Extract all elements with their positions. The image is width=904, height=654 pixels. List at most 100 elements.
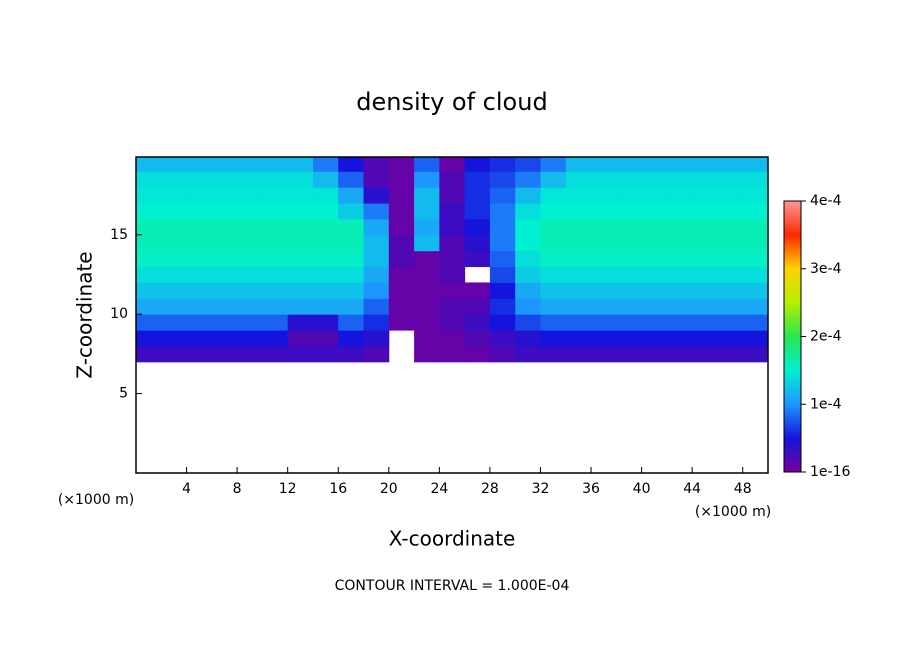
x-tick-label: 44 — [683, 481, 701, 497]
cell — [565, 234, 592, 252]
cell — [489, 298, 516, 315]
cell — [464, 298, 491, 315]
cell — [565, 171, 592, 188]
cell — [439, 218, 466, 236]
cell — [692, 187, 718, 204]
cell — [565, 282, 592, 299]
cell — [666, 234, 693, 252]
x-tick-label: 40 — [633, 481, 651, 497]
cell — [388, 266, 415, 283]
cell — [641, 345, 668, 363]
cell — [262, 171, 289, 188]
cell — [161, 330, 188, 347]
cell — [540, 157, 567, 172]
cell — [287, 298, 314, 315]
y-tick-label: 15 — [110, 227, 128, 243]
cell — [363, 218, 390, 236]
cell — [363, 187, 390, 204]
cell — [742, 266, 768, 283]
cell — [515, 298, 541, 315]
cell — [287, 266, 314, 283]
cell — [641, 250, 668, 268]
cell — [312, 298, 339, 315]
cell — [717, 171, 744, 188]
cell — [262, 250, 289, 268]
cell — [388, 187, 415, 204]
cell — [363, 250, 390, 268]
cell — [641, 218, 668, 236]
cell — [742, 345, 768, 363]
cell — [666, 266, 693, 283]
cell — [312, 314, 339, 331]
cell — [742, 218, 768, 236]
cell — [186, 218, 213, 236]
cell — [540, 314, 567, 331]
cell — [515, 171, 541, 188]
cell — [262, 330, 289, 347]
cell — [439, 282, 466, 299]
cell — [515, 282, 541, 299]
cell — [641, 266, 668, 283]
y-axis-label: Z-coordinate — [73, 251, 97, 378]
cell — [742, 157, 768, 172]
cell — [237, 187, 263, 204]
cell — [565, 250, 592, 268]
cell — [692, 345, 718, 363]
cell — [338, 203, 365, 220]
cell — [414, 282, 440, 299]
cell — [287, 282, 314, 299]
cell — [161, 282, 188, 299]
cell — [515, 203, 541, 220]
cell — [692, 266, 718, 283]
cell — [161, 157, 188, 172]
cell — [464, 345, 491, 363]
x-tick-label: 20 — [380, 481, 398, 497]
cell — [312, 203, 339, 220]
cell — [312, 282, 339, 299]
cell — [540, 282, 567, 299]
cell — [363, 203, 390, 220]
plot-frame — [135, 156, 769, 474]
cell — [616, 250, 643, 268]
cell — [616, 171, 643, 188]
cell — [641, 157, 668, 172]
cell — [515, 330, 541, 347]
cell — [388, 282, 415, 299]
chart-title: density of cloud — [356, 88, 547, 116]
cell — [717, 282, 744, 299]
cell — [591, 218, 617, 236]
cell — [136, 314, 162, 331]
cell — [186, 234, 213, 252]
cell — [591, 298, 617, 315]
cell — [591, 171, 617, 188]
cell — [363, 298, 390, 315]
cell — [666, 203, 693, 220]
cell — [186, 157, 213, 172]
cell — [363, 282, 390, 299]
cell — [565, 203, 592, 220]
cell — [338, 266, 365, 283]
cell — [338, 345, 365, 363]
cell — [489, 203, 516, 220]
cell — [338, 330, 365, 347]
cell — [565, 187, 592, 204]
cell — [515, 218, 541, 236]
cell — [363, 330, 390, 347]
cell — [616, 157, 643, 172]
cell — [666, 157, 693, 172]
colorbar-tick-label: 3e-4 — [810, 261, 842, 277]
x-tick-label: 28 — [481, 481, 499, 497]
cell — [489, 314, 516, 331]
cell — [742, 234, 768, 252]
cell — [641, 187, 668, 204]
cell — [414, 250, 440, 268]
cell — [591, 203, 617, 220]
cell — [186, 187, 213, 204]
x-tick-label: 36 — [582, 481, 600, 497]
cell — [136, 157, 162, 172]
cell — [565, 266, 592, 283]
cell — [262, 203, 289, 220]
cell — [439, 234, 466, 252]
field — [136, 157, 768, 363]
cell — [742, 330, 768, 347]
